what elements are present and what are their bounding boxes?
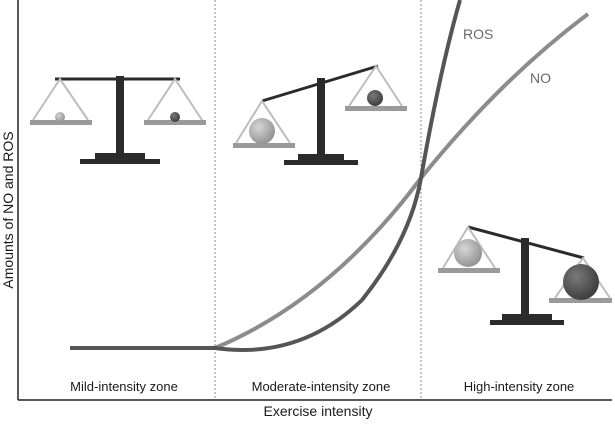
ros-ball [170,112,180,122]
ros-ball [563,264,599,300]
ros-ball [367,90,383,106]
balance-scale-moderate [233,64,407,165]
zone-label-moderate: Moderate-intensity zone [252,379,391,394]
x-axis-title: Exercise intensity [264,403,373,419]
balance-scale-mild [30,76,206,164]
no-curve-label: NO [530,70,551,86]
zone-label-high: High-intensity zone [464,379,575,394]
zone-label-mild: Mild-intensity zone [70,379,178,394]
no-curve [70,12,590,350]
y-axis-title: Amounts of NO and ROS [0,131,16,288]
no-ball [454,239,482,267]
ros-curve [70,0,462,352]
no-ball [249,118,275,144]
no-ball [55,112,65,122]
balance-scale-high [438,225,612,325]
ros-curve-label: ROS [463,26,493,42]
